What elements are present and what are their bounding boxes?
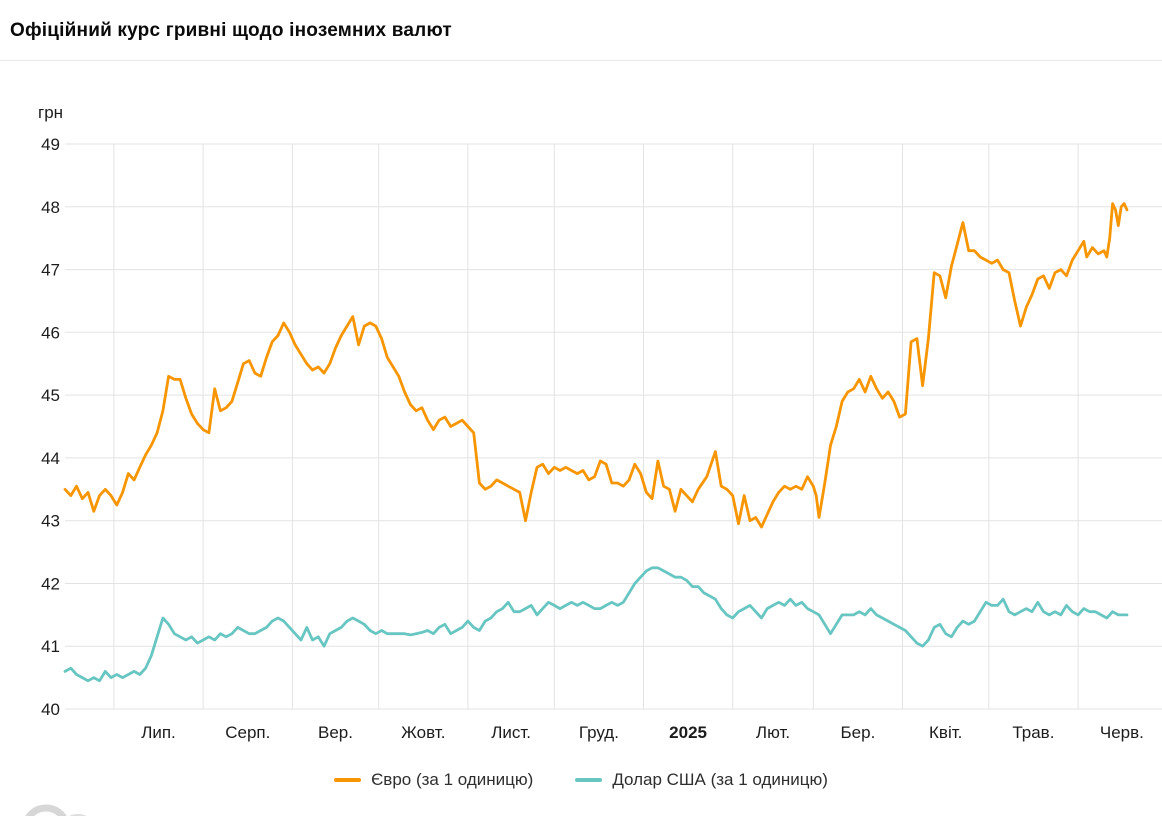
x-tick-label: Бер.: [841, 723, 876, 742]
chart-legend: Євро (за 1 одиницю) Долар США (за 1 один…: [0, 770, 1162, 790]
y-tick-label: 48: [41, 198, 60, 217]
x-tick-label: Груд.: [579, 723, 619, 742]
x-tick-label: Серп.: [225, 723, 270, 742]
y-tick-label: 45: [41, 386, 60, 405]
legend-label-euro: Євро (за 1 одиницю): [371, 770, 534, 789]
y-tick-label: 43: [41, 512, 60, 531]
y-tick-label: 40: [41, 700, 60, 719]
x-tick-label: Лип.: [141, 723, 176, 742]
legend-label-usd: Долар США (за 1 одиницю): [612, 770, 828, 789]
y-tick-label: 47: [41, 261, 60, 280]
y-tick-label: 44: [41, 449, 60, 468]
x-tick-label: 2025: [669, 723, 707, 742]
y-tick-label: 46: [41, 323, 60, 342]
y-tick-label: 42: [41, 575, 60, 594]
x-tick-label: Квіт.: [929, 723, 962, 742]
x-tick-label: Жовт.: [401, 723, 445, 742]
y-tick-label: 41: [41, 637, 60, 656]
x-tick-label: Лист.: [491, 723, 531, 742]
title-divider: [0, 60, 1162, 61]
usd-line: [63, 566, 1129, 683]
page-title: Офіційний курс гривні щодо іноземних вал…: [10, 20, 452, 41]
x-tick-label: Лют.: [756, 723, 790, 742]
y-tick-label: 49: [41, 135, 60, 154]
y-axis-unit-label: грн: [38, 103, 64, 122]
legend-item-usd[interactable]: Долар США (за 1 одиницю): [575, 770, 828, 790]
x-tick-label: Черв.: [1100, 723, 1144, 742]
x-tick-label: Вер.: [318, 723, 353, 742]
usd-line-swatch: [575, 778, 603, 782]
x-tick-label: Трав.: [1012, 723, 1054, 742]
euro-line: [63, 202, 1129, 529]
euro-line-swatch: [334, 778, 362, 782]
legend-item-euro[interactable]: Євро (за 1 одиницю): [334, 770, 533, 790]
